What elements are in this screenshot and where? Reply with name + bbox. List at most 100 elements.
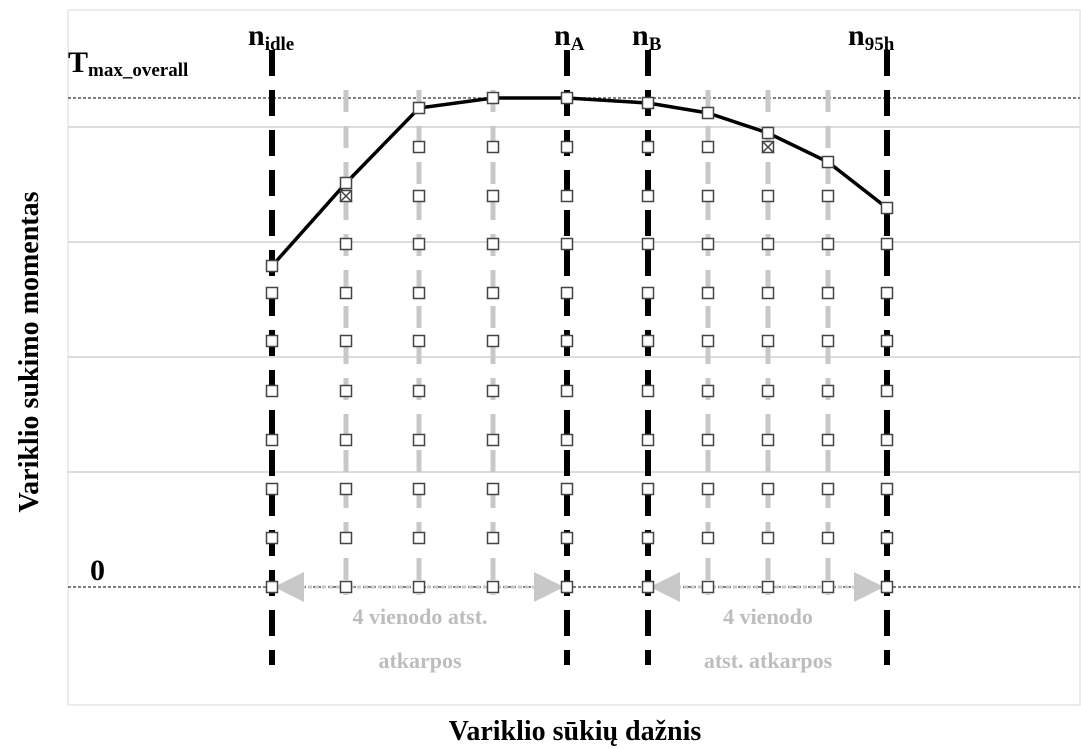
test-point	[412, 580, 426, 594]
test-point	[641, 580, 655, 594]
test-point	[641, 482, 655, 496]
test-point	[339, 433, 353, 447]
test-point	[412, 286, 426, 300]
test-point	[641, 140, 655, 154]
test-point	[821, 580, 835, 594]
test-point	[641, 531, 655, 545]
test-point	[265, 334, 279, 348]
curve-point	[761, 126, 775, 140]
test-point	[486, 334, 500, 348]
cross	[339, 189, 353, 203]
note: 4 vienodo	[723, 604, 813, 629]
test-point	[265, 286, 279, 300]
test-point	[701, 482, 715, 496]
test-point	[880, 531, 894, 545]
speed-label: nA	[554, 19, 585, 55]
test-point	[880, 580, 894, 594]
speed-label: nB	[632, 19, 662, 55]
test-point	[265, 384, 279, 398]
test-point	[880, 482, 894, 496]
test-point	[265, 482, 279, 496]
curve-point	[560, 91, 574, 105]
test-point	[880, 286, 894, 300]
test-point	[412, 433, 426, 447]
test-point	[761, 286, 775, 300]
test-point	[560, 384, 574, 398]
curve-point	[412, 101, 426, 115]
test-point	[761, 433, 775, 447]
test-point	[761, 580, 775, 594]
test-point	[560, 531, 574, 545]
test-point	[412, 237, 426, 251]
test-point	[560, 482, 574, 496]
test-point	[701, 140, 715, 154]
curve-point	[486, 91, 500, 105]
test-point	[701, 531, 715, 545]
note: atst. atkarpos	[704, 648, 833, 673]
y-axis-label: Variklio sukimo momentas	[14, 191, 45, 512]
note: 4 vienodo atst.	[352, 604, 487, 629]
test-point	[560, 433, 574, 447]
test-point	[880, 237, 894, 251]
test-point	[821, 531, 835, 545]
test-point	[339, 237, 353, 251]
test-point	[761, 237, 775, 251]
test-point	[560, 580, 574, 594]
test-point	[701, 286, 715, 300]
test-point	[641, 433, 655, 447]
test-point	[560, 189, 574, 203]
test-point	[486, 482, 500, 496]
test-point	[761, 384, 775, 398]
test-point	[265, 433, 279, 447]
test-point	[821, 334, 835, 348]
test-point	[486, 433, 500, 447]
test-point	[560, 237, 574, 251]
test-point	[486, 580, 500, 594]
test-point	[412, 531, 426, 545]
test-point	[265, 580, 279, 594]
test-point	[880, 334, 894, 348]
test-point	[701, 580, 715, 594]
test-point	[701, 433, 715, 447]
speed-label: n95h	[848, 19, 895, 55]
test-point	[486, 237, 500, 251]
test-point	[701, 237, 715, 251]
test-point	[701, 189, 715, 203]
test-point	[821, 384, 835, 398]
test-point	[641, 384, 655, 398]
test-point	[339, 286, 353, 300]
x-axis-label: Variklio sūkių dažnis	[449, 716, 702, 747]
curve-point	[821, 155, 835, 169]
test-point	[821, 286, 835, 300]
test-point	[339, 384, 353, 398]
test-point	[641, 189, 655, 203]
test-point	[486, 384, 500, 398]
test-point	[265, 531, 279, 545]
test-point	[560, 140, 574, 154]
test-point	[761, 531, 775, 545]
torque-curve	[270, 96, 889, 268]
test-point	[641, 237, 655, 251]
test-point	[486, 189, 500, 203]
test-point	[880, 433, 894, 447]
t-max-label: Tmax_overall	[68, 46, 188, 81]
test-point	[880, 384, 894, 398]
test-point	[560, 334, 574, 348]
test-point	[339, 482, 353, 496]
test-point	[412, 482, 426, 496]
curve-point	[701, 106, 715, 120]
test-point	[701, 384, 715, 398]
test-point	[486, 286, 500, 300]
test-point	[339, 580, 353, 594]
note: atkarpos	[378, 648, 462, 673]
speed-label: nidle	[248, 19, 294, 55]
test-point	[701, 334, 715, 348]
test-point	[761, 482, 775, 496]
zero-label: 0	[90, 554, 105, 587]
curve-point	[880, 201, 894, 215]
test-point	[486, 531, 500, 545]
test-point	[761, 334, 775, 348]
test-point	[761, 189, 775, 203]
test-point	[339, 334, 353, 348]
